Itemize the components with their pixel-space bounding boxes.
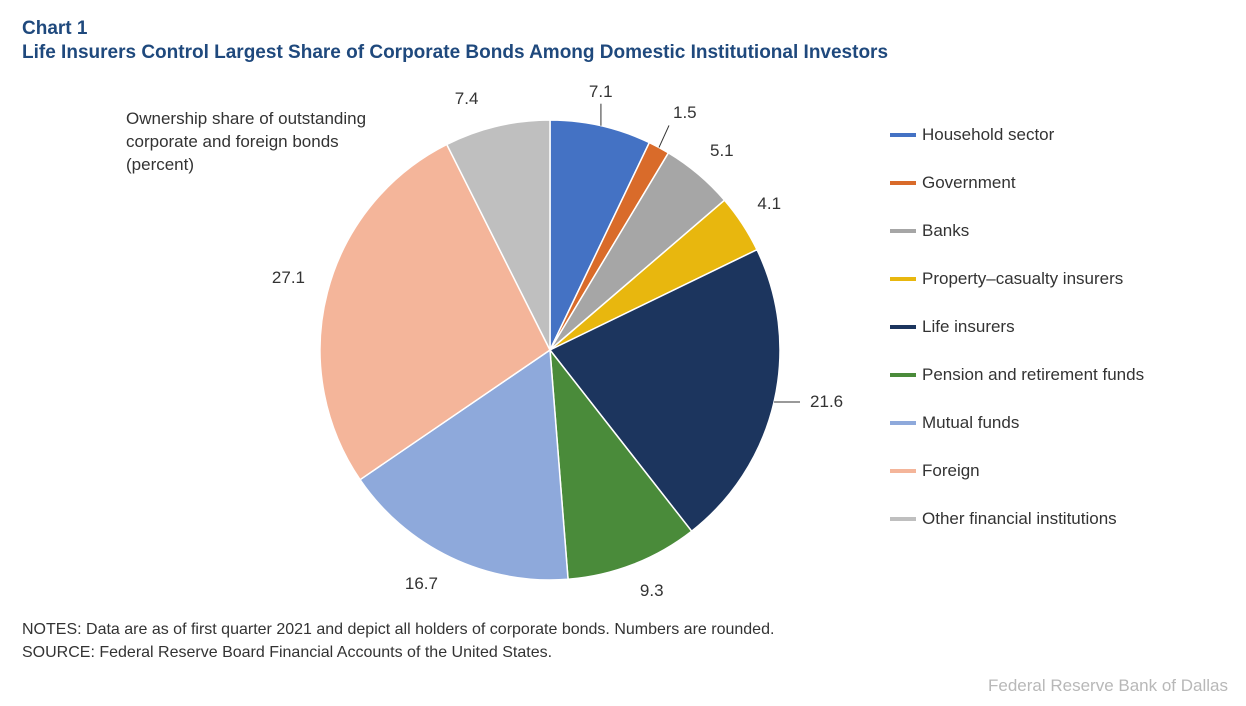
attribution: Federal Reserve Bank of Dallas [988,676,1228,696]
legend-swatch [890,181,916,185]
legend-label: Mutual funds [922,413,1019,433]
legend-item: Life insurers [890,317,1144,337]
legend-swatch [890,133,916,137]
legend-swatch [890,229,916,233]
legend-label: Government [922,173,1016,193]
legend-item: Household sector [890,125,1144,145]
pie-slice-value: 7.1 [589,82,613,102]
notes-line: NOTES: Data are as of first quarter 2021… [22,619,774,641]
pie-slice-value: 4.1 [757,194,781,214]
leader-line [659,125,669,147]
legend-swatch [890,277,916,281]
legend-item: Other financial institutions [890,509,1144,529]
pie-chart: 7.11.55.14.121.69.316.727.17.4 [300,100,800,600]
legend-item: Banks [890,221,1144,241]
legend-label: Pension and retirement funds [922,365,1144,385]
legend-swatch [890,373,916,377]
legend-item: Pension and retirement funds [890,365,1144,385]
legend-label: Household sector [922,125,1054,145]
pie-slice-value: 21.6 [810,392,843,412]
legend: Household sector Government Banks Property–… [890,125,1144,557]
pie-slice-value: 5.1 [710,141,734,161]
legend-swatch [890,421,916,425]
legend-item: Property–casualty insurers [890,269,1144,289]
pie-slice-value: 27.1 [272,268,305,288]
pie-slice-value: 9.3 [640,581,664,601]
legend-item: Foreign [890,461,1144,481]
pie-slice-value: 16.7 [405,574,438,594]
legend-label: Other financial institutions [922,509,1117,529]
pie-slice-value: 1.5 [673,103,697,123]
legend-label: Banks [922,221,969,241]
legend-label: Life insurers [922,317,1015,337]
legend-item: Government [890,173,1144,193]
legend-swatch [890,469,916,473]
chart-number: Chart 1 [22,18,1224,40]
legend-swatch [890,517,916,521]
legend-label: Property–casualty insurers [922,269,1123,289]
chart-notes: NOTES: Data are as of first quarter 2021… [22,619,774,664]
legend-item: Mutual funds [890,413,1144,433]
legend-swatch [890,325,916,329]
legend-label: Foreign [922,461,980,481]
chart-title: Life Insurers Control Largest Share of C… [22,42,1224,64]
pie-slice-value: 7.4 [455,89,479,109]
source-line: SOURCE: Federal Reserve Board Financial … [22,642,774,664]
